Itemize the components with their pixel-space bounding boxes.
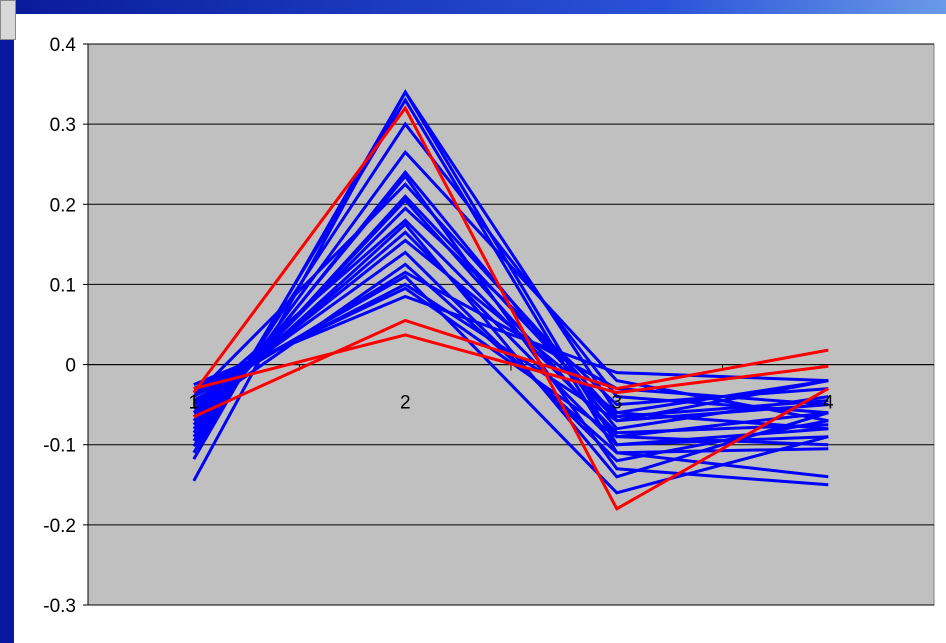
- series-line-24: [193, 318, 829, 419]
- chart-panel: 0.4 0.3 0.2 0.1 0 -0.1 -0.2 -0.3 1 2 3 4: [14, 14, 946, 643]
- series-line-11: [192, 222, 829, 479]
- series-line-20: [192, 262, 829, 455]
- x-tick-label: 4: [823, 393, 834, 414]
- window-left-strip: [0, 0, 14, 643]
- series-line-23: [192, 105, 830, 511]
- corner-tab[interactable]: [0, 0, 16, 40]
- y-tick-label: -0.2: [43, 516, 76, 537]
- x-tick-labels: 1 2 3 4: [188, 393, 834, 414]
- y-tick-label: 0.4: [50, 35, 77, 56]
- series-line-19: [193, 294, 829, 386]
- y-tick-label: -0.1: [43, 436, 76, 457]
- series-line-25: [193, 333, 829, 395]
- y-tick-label: 0: [65, 356, 76, 377]
- y-tick-label: 0.3: [50, 115, 76, 136]
- y-tick-label: 0.2: [50, 195, 76, 216]
- series-line-4: [192, 121, 829, 448]
- x-tick-label: 1: [188, 393, 199, 414]
- y-tick-label: -0.3: [43, 596, 76, 617]
- series-line-12: [192, 230, 829, 447]
- y-tick-labels: 0.4 0.3 0.2 0.1 0 -0.1 -0.2 -0.3: [43, 35, 76, 617]
- line-chart: 0.4 0.3 0.2 0.1 0 -0.1 -0.2 -0.3 1 2 3 4: [43, 35, 935, 617]
- x-tick-label: 3: [611, 393, 622, 414]
- series-line-22: [192, 182, 829, 419]
- x-tick-label: 2: [400, 393, 411, 414]
- series-line-16: [193, 274, 829, 495]
- window-top-band: [0, 0, 946, 14]
- series-line-7: [192, 173, 829, 487]
- y-tick-label: 0.1: [50, 275, 76, 296]
- series-lines: [192, 89, 830, 511]
- series-line-21: [192, 218, 829, 435]
